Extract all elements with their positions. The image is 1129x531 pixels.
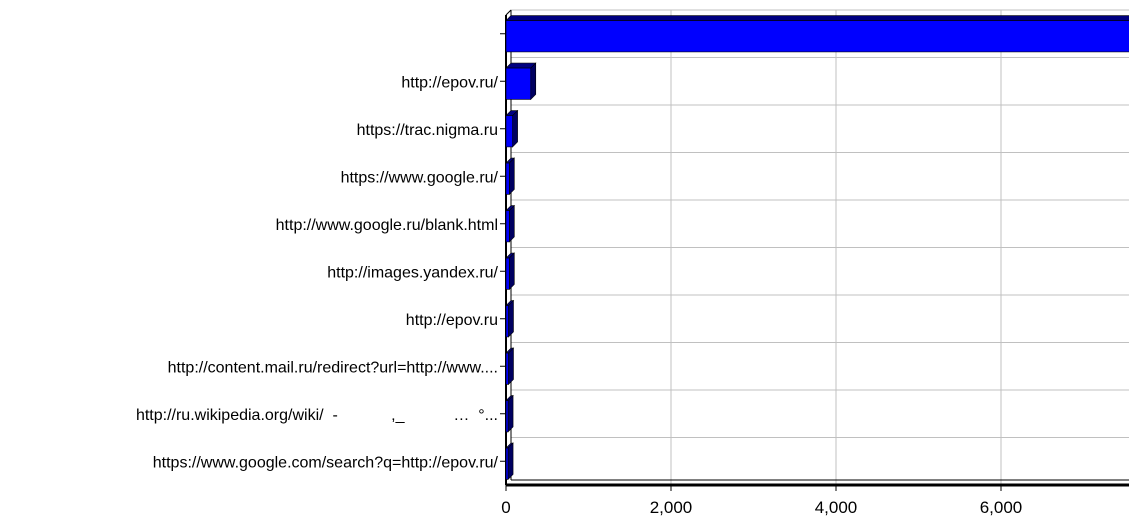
x-tick-label: 2,000	[650, 498, 693, 517]
category-label: http://images.yandex.ru/	[327, 264, 498, 281]
bar-side-face	[508, 347, 514, 386]
bar-side-face	[508, 299, 514, 338]
category-label: https://www.google.ru/	[341, 169, 499, 186]
x-tick-label: 6,000	[980, 498, 1023, 517]
bar	[505, 305, 509, 338]
category-label: https://www.google.com/search?q=http://e…	[153, 454, 499, 471]
bar-side-face	[508, 157, 515, 196]
category-label: https://trac.nigma.ru	[357, 122, 498, 139]
bar-side-face	[530, 62, 537, 101]
bar-top-face	[505, 15, 1129, 21]
x-tick-label: 0	[501, 498, 510, 517]
grid-lines	[511, 9, 1129, 486]
bar	[505, 20, 1129, 53]
bar	[505, 447, 509, 480]
bars	[505, 15, 1129, 481]
bar	[505, 210, 510, 243]
bar	[505, 352, 509, 385]
bar-side-face	[512, 109, 518, 148]
category-label: http://www.google.ru/blank.html	[276, 217, 498, 234]
bar-side-face	[507, 442, 514, 481]
y-axis-depth	[505, 9, 512, 16]
category-label: http://content.mail.ru/redirect?url=http…	[168, 359, 498, 376]
bar	[505, 400, 509, 433]
category-label: http://ru.wikipedia.org/wiki/ - ,_ … °..…	[136, 407, 498, 424]
bar-side-face	[508, 252, 515, 291]
category-labels: http://epov.ru/https://trac.nigma.ru http…	[136, 74, 499, 471]
category-label: http://epov.ru	[406, 312, 498, 329]
bar-side-face	[507, 394, 514, 433]
category-label: http://epov.ru/	[401, 74, 498, 91]
bar	[505, 257, 510, 290]
x-tick-label: 4,000	[815, 498, 858, 517]
bar-side-face	[508, 204, 515, 243]
bar	[505, 115, 513, 148]
bar	[505, 162, 510, 195]
bar	[505, 67, 532, 100]
axes	[500, 9, 1129, 491]
